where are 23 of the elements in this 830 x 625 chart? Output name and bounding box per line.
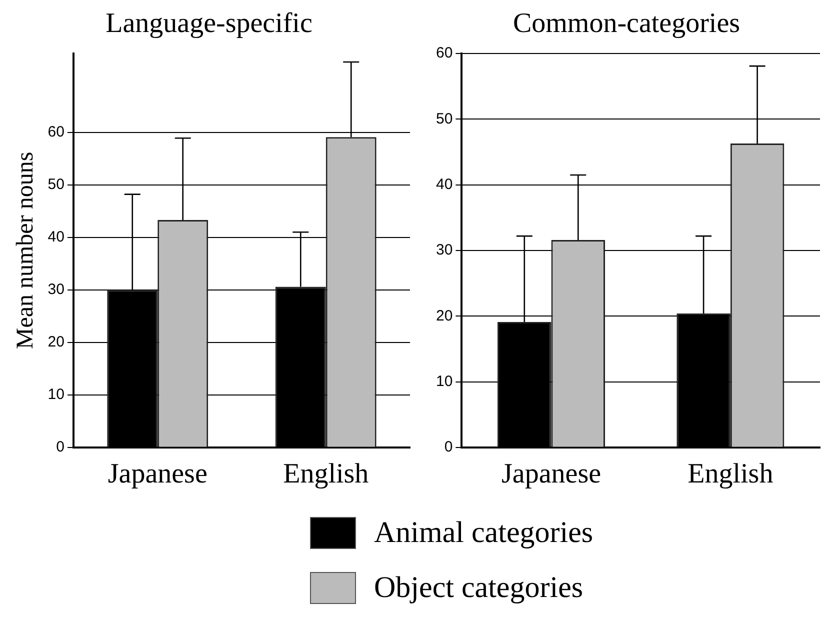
y-tick-label: 50 [48, 176, 64, 194]
x-tick-label: English [283, 458, 369, 490]
y-tick-label: 60 [436, 44, 453, 62]
chart-title: Common-categories [512, 8, 740, 40]
x-tick-label: Japanese [108, 458, 208, 490]
legend-label: Object categories [374, 570, 584, 604]
y-axis-title: Mean number nouns [12, 152, 39, 350]
y-tick-label: 30 [48, 281, 64, 298]
x-tick-label: English [688, 458, 774, 490]
y-tick-label: 0 [56, 438, 64, 456]
x-tick-label: Japanese [502, 458, 602, 490]
chart-title: Language-specific [106, 8, 312, 40]
y-tick-label: 0 [444, 438, 453, 456]
y-tick-label: 40 [436, 176, 453, 194]
y-tick-label: 60 [48, 124, 64, 140]
y-tick-label: 40 [48, 228, 64, 246]
y-tick-label: 30 [436, 242, 453, 259]
legend-label: Animal categories [374, 516, 594, 550]
y-tick-label: 10 [48, 386, 64, 404]
y-tick-label: 20 [48, 334, 64, 351]
y-tick-label: 20 [436, 307, 453, 324]
y-tick-label: 10 [436, 372, 453, 390]
y-tick-label: 50 [436, 110, 453, 128]
